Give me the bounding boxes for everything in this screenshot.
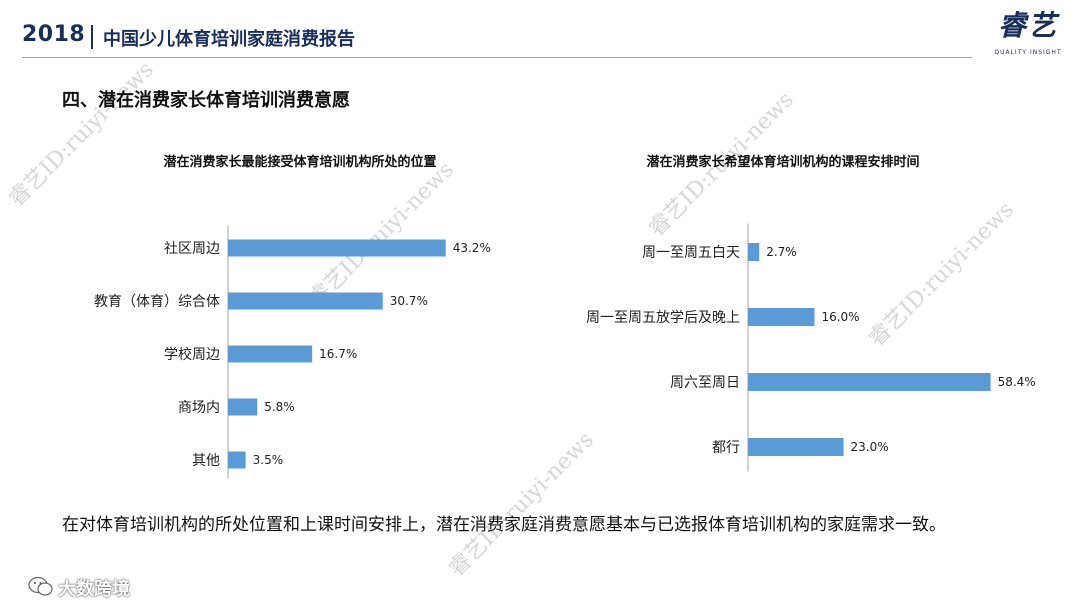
category-label: 商场内 [178, 400, 220, 416]
bar [228, 398, 258, 416]
bar [748, 308, 815, 326]
value-label: 16.7% [319, 347, 357, 361]
category-label: 其他 [192, 453, 220, 469]
chart-title: 潜在消费家长希望体育培训机构的课程安排时间 [646, 154, 919, 170]
logo-glyphs: 睿艺 [997, 9, 1058, 42]
brand-logo: 睿艺 QUALITY INSIGHT [986, 4, 1070, 62]
category-label: 周一至周五放学后及晚上 [586, 310, 740, 326]
value-label: 2.7% [766, 245, 797, 259]
bar [748, 373, 991, 391]
logo-subtitle: QUALITY INSIGHT [994, 49, 1062, 56]
wechat-icon [28, 576, 53, 596]
bar [228, 451, 246, 469]
report-header: 2018 中国少儿体育培训家庭消费报告 睿艺 QUALITY INSIGHT [0, 0, 1080, 70]
schedule-chart: 潜在消费家长希望体育培训机构的课程安排时间周一至周五白天 2.7% 周一至周五放学后… [540, 140, 1060, 480]
bar [228, 345, 313, 363]
section-title: 四、潜在消费家长体育培训消费意愿 [62, 90, 350, 111]
location-chart: 潜在消费家长最能接受体育培训机构所处的位置 社区周边 43.2% 教育（体育）综合体 3… [30, 140, 530, 480]
value-label: 30.7% [390, 294, 428, 308]
category-label: 社区周边 [164, 241, 220, 257]
report-title: 中国少儿体育培训家庭消费报告 [103, 29, 355, 50]
category-label: 学校周边 [164, 346, 220, 363]
header-rule [22, 57, 972, 58]
chart-title: 潜在消费家长最能接受体育培训机构所处的位置 [163, 154, 436, 170]
category-label: 教育（体育）综合体 [94, 294, 220, 310]
bar [228, 239, 446, 257]
conclusion-text: 在对体育培训机构的所处位置和上课时间安排上，潜在消费家庭消费意愿基本与已选报体育… [62, 515, 946, 535]
bar [748, 243, 760, 261]
footer-brand-name: 大数跨境 [58, 579, 130, 600]
value-label: 58.4% [998, 375, 1036, 389]
value-label: 43.2% [453, 241, 491, 255]
bar [228, 292, 383, 310]
category-label: 周六至周日 [670, 375, 740, 391]
value-label: 16.0% [821, 310, 859, 324]
report-year: 2018 [22, 22, 86, 47]
value-label: 5.8% [264, 400, 295, 414]
footer-brand: 大数跨境 [28, 574, 148, 602]
header-divider [91, 25, 93, 49]
category-label: 都行 [712, 440, 740, 456]
value-label: 23.0% [851, 440, 889, 454]
bar [748, 438, 844, 456]
category-label: 周一至周五白天 [642, 245, 740, 261]
value-label: 3.5% [253, 453, 284, 467]
